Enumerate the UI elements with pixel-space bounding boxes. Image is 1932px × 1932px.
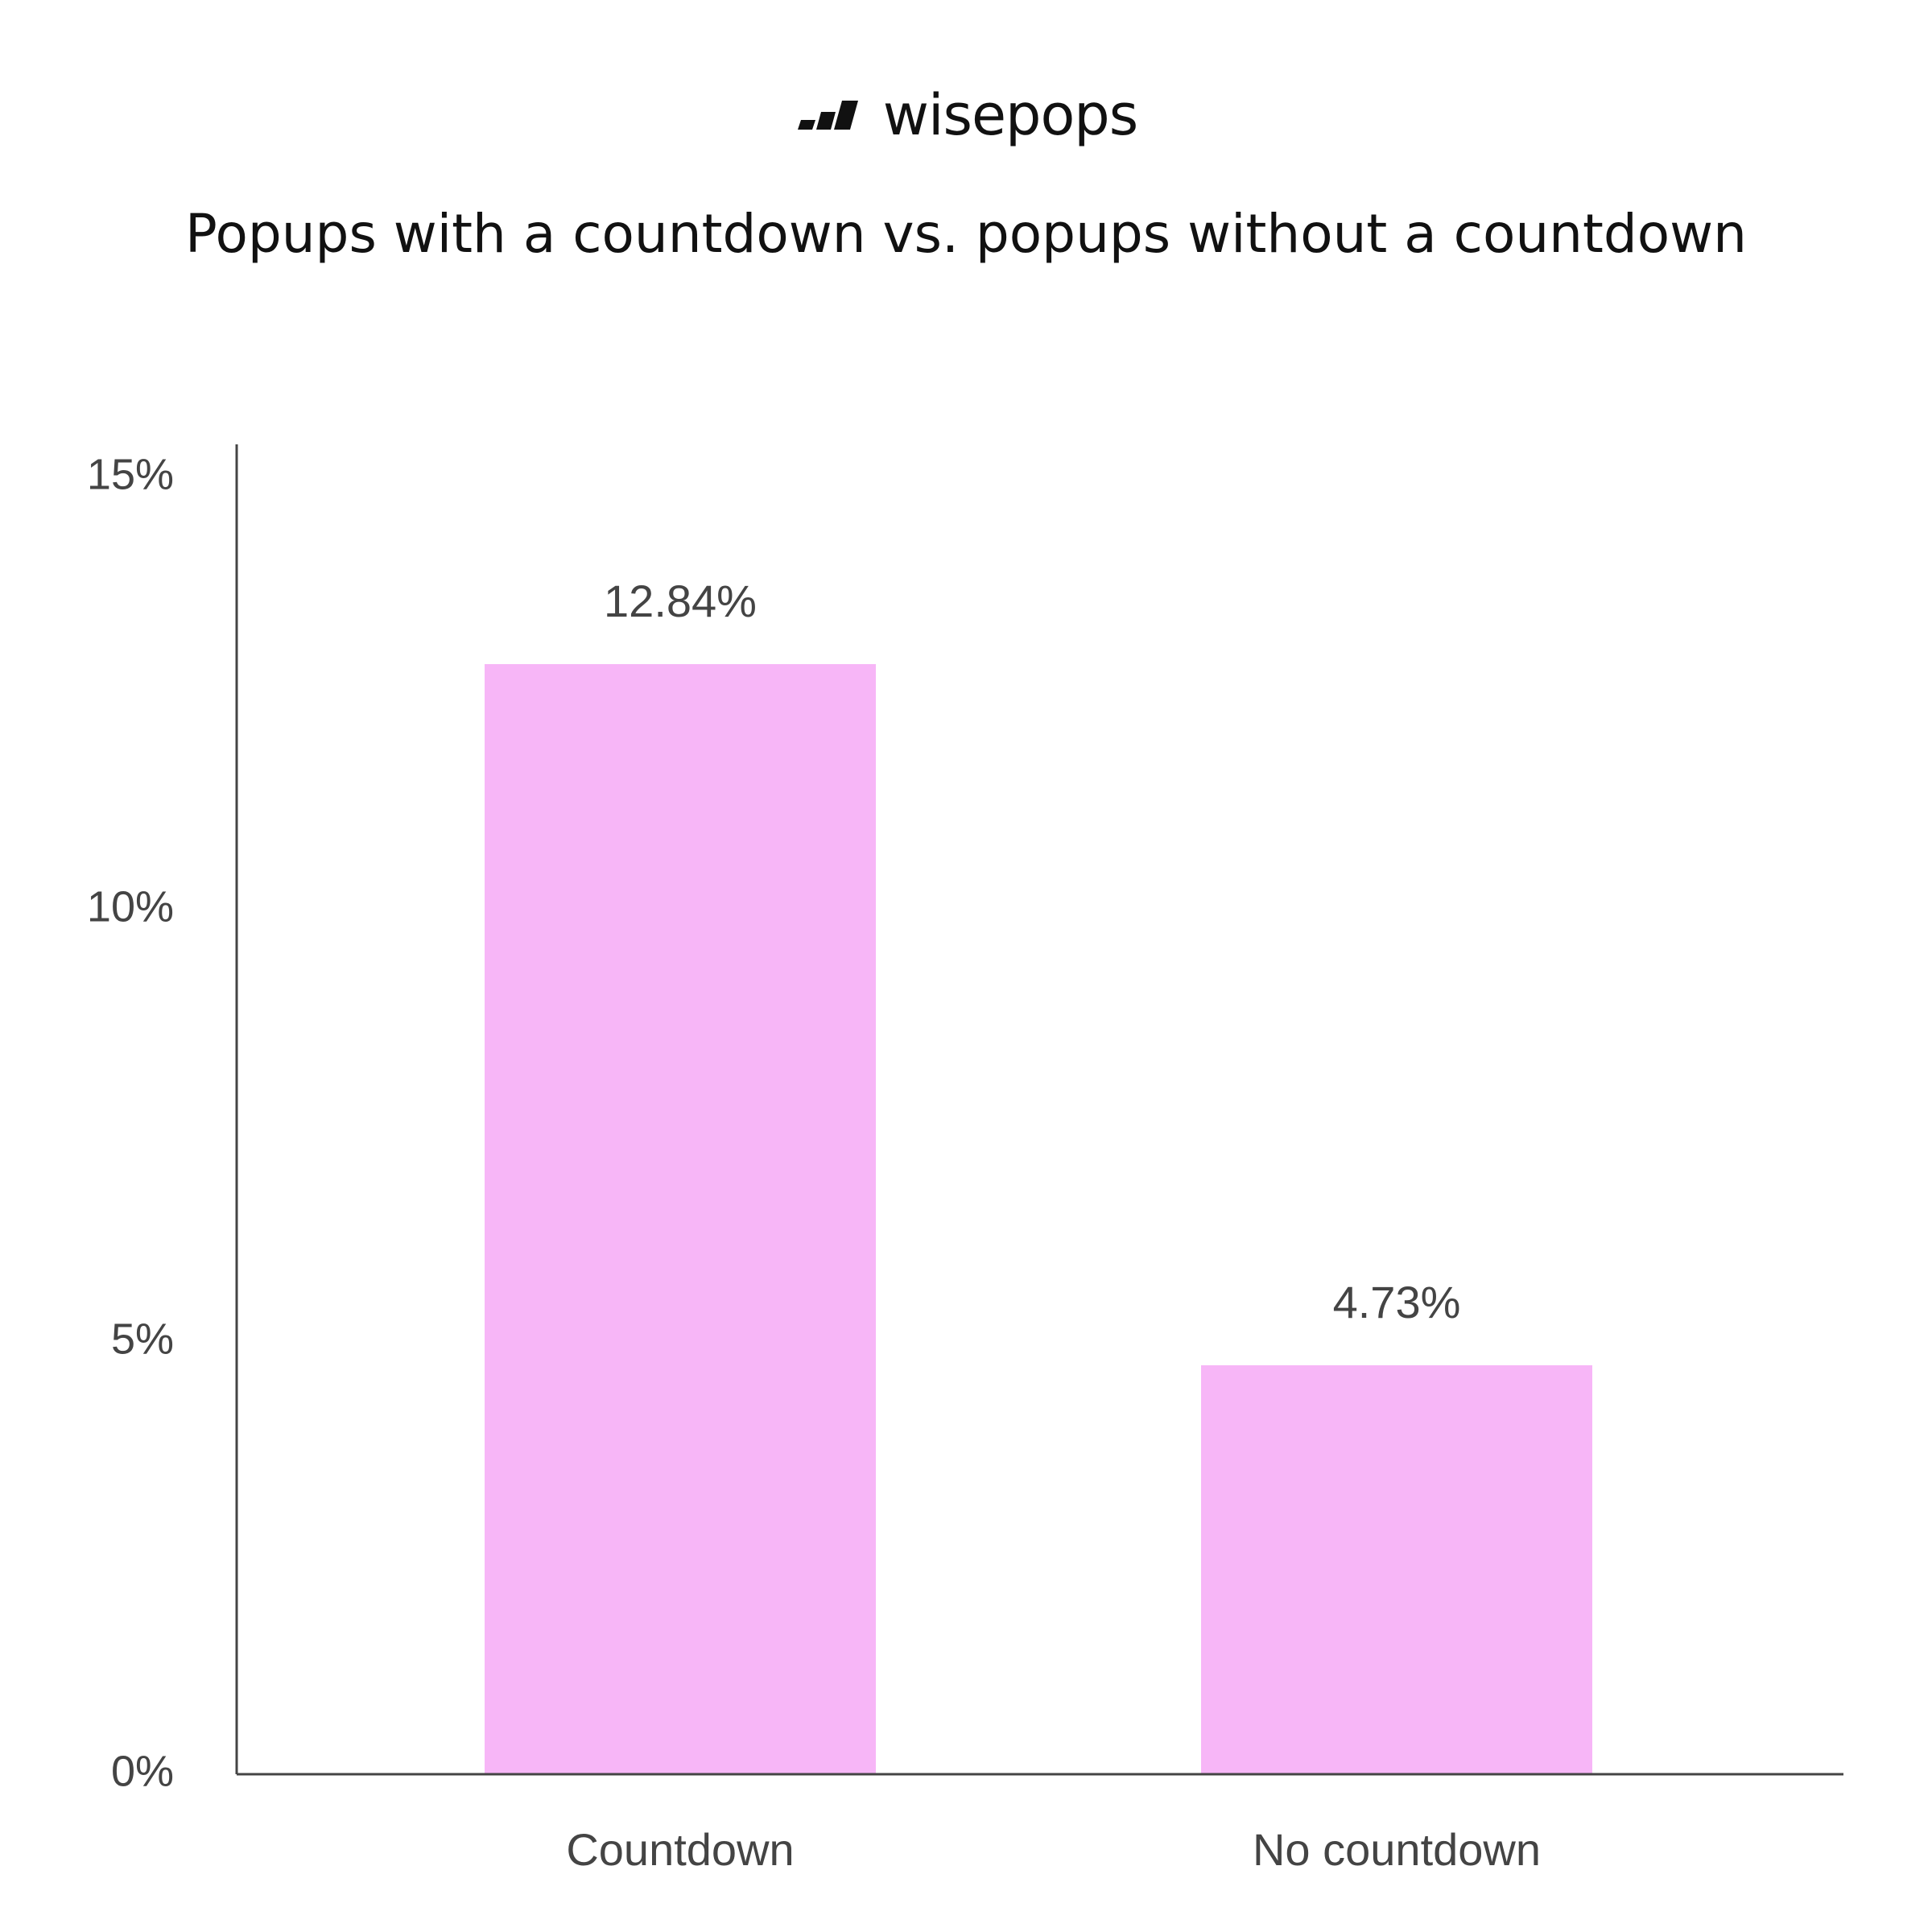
bar-countdown xyxy=(485,663,876,1774)
y-axis-ticks: 0% 5% 10% 15% xyxy=(87,450,174,1795)
y-tick-label: 15% xyxy=(87,450,174,498)
brand-logo: wisepops xyxy=(0,87,1932,143)
wisepops-logo-icon xyxy=(797,101,858,130)
chart-title: Popups with a countdown vs. popups witho… xyxy=(185,203,1747,265)
bar-labels: 12.84% Countdown 4.73% No countdown xyxy=(566,576,1541,1875)
x-category-label: Countdown xyxy=(566,1824,794,1875)
y-tick-label: 5% xyxy=(111,1315,174,1363)
bars-layer xyxy=(485,663,1592,1774)
x-category-label: No countdown xyxy=(1253,1824,1541,1875)
bar-no-countdown xyxy=(1201,1364,1592,1774)
bar-value-label: 12.84% xyxy=(604,576,757,626)
bar-value-label: 4.73% xyxy=(1333,1277,1461,1327)
brand-name: wisepops xyxy=(882,82,1138,148)
y-tick-label: 10% xyxy=(87,882,174,931)
y-tick-label: 0% xyxy=(111,1747,174,1795)
